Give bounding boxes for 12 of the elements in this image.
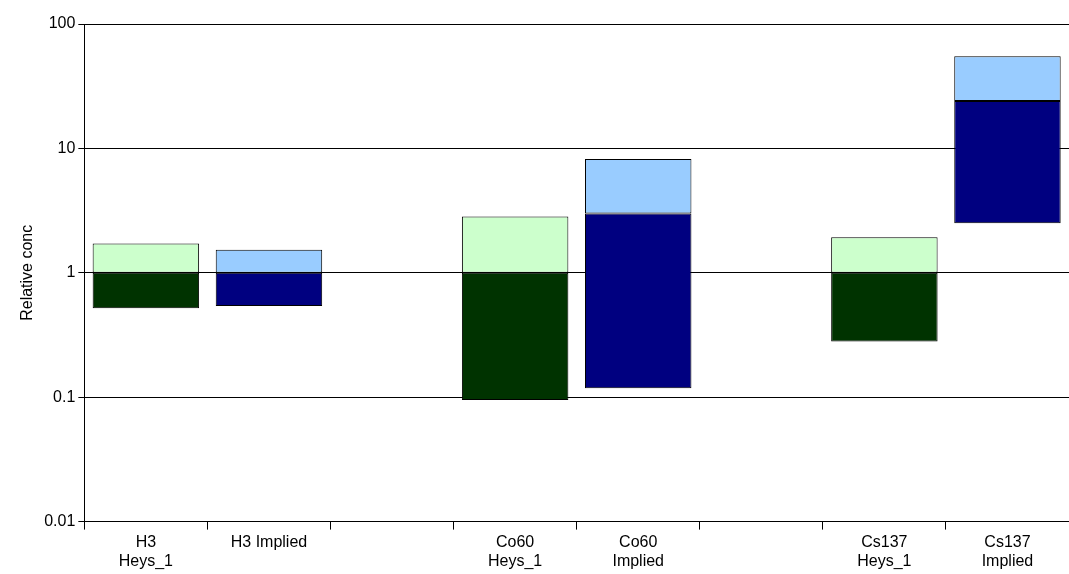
- y-tick-label: 0.1: [53, 387, 76, 405]
- y-tick-label: 1: [66, 263, 76, 281]
- x-tick-label: Co60 Heys_1: [488, 532, 543, 570]
- x-tick-label: Co60 Implied: [612, 532, 664, 569]
- x-tick-label: H3 Heys_1: [118, 532, 174, 570]
- x-tick-label: Cs137 Heys_1: [857, 532, 912, 570]
- x-tick-label: Cs137 Implied: [981, 532, 1034, 569]
- y-tick-label: 10: [57, 138, 76, 156]
- x-tick-label: H3 Implied: [230, 532, 308, 550]
- y-axis-title: Relative conc: [18, 224, 36, 321]
- y-tick-label: 100: [48, 14, 76, 32]
- y-tick-label: 0.01: [44, 512, 76, 530]
